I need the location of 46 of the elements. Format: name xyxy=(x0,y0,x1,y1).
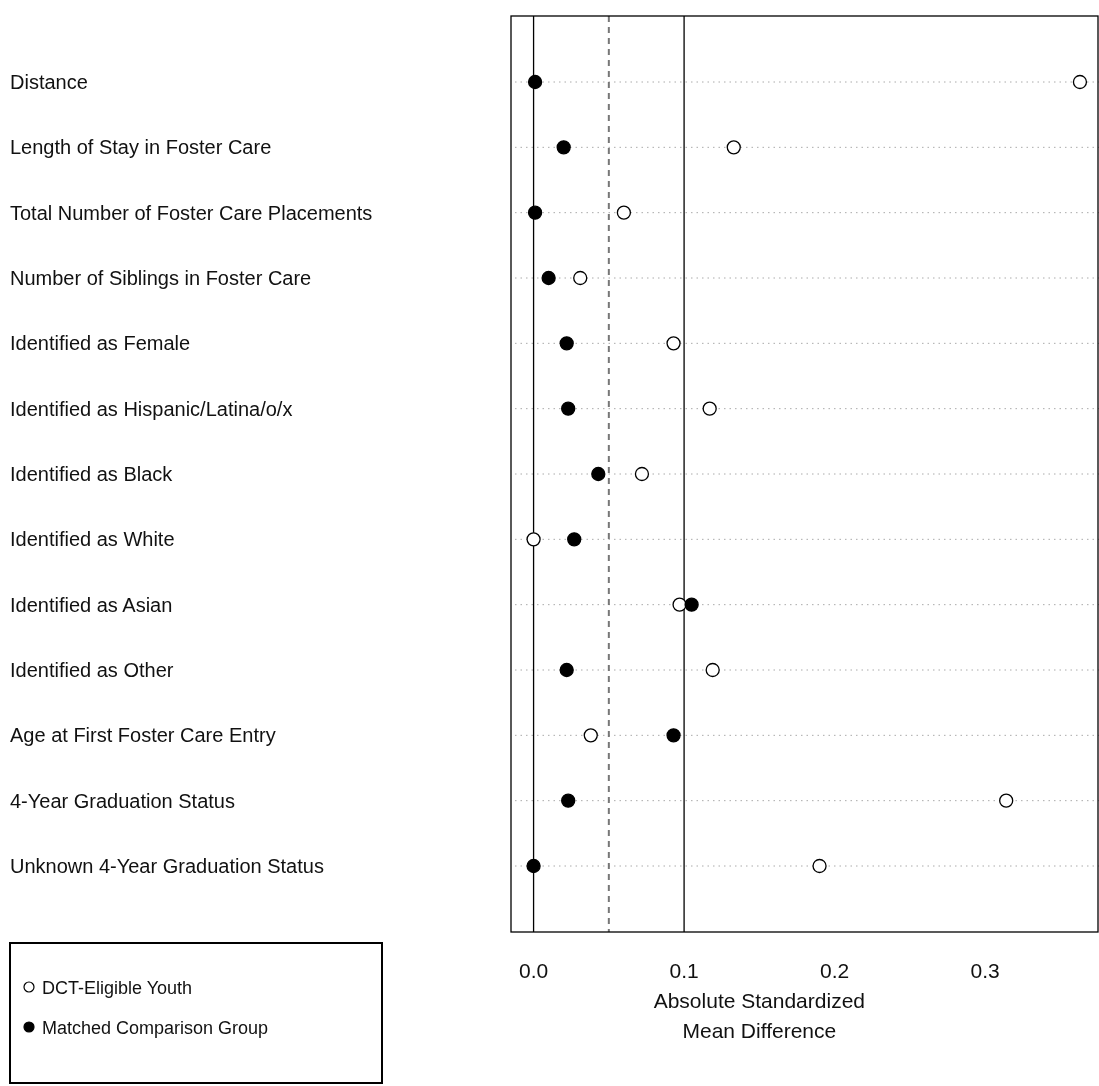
point xyxy=(556,140,571,155)
y-tick-label: Number of Siblings in Foster Care xyxy=(10,267,312,289)
point xyxy=(666,336,681,351)
point xyxy=(666,728,681,743)
point xyxy=(559,336,574,351)
y-tick-label: Length of Stay in Foster Care xyxy=(10,136,272,159)
y-tick-label: Identified as Female xyxy=(10,332,191,355)
y-tick-label: Identified as Hispanic/Latina/o/x xyxy=(10,397,293,420)
y-tick-label: Identified as Other xyxy=(10,659,174,681)
point xyxy=(583,728,598,743)
point xyxy=(561,793,576,808)
point xyxy=(634,466,650,482)
point xyxy=(526,858,541,874)
point xyxy=(999,793,1014,808)
y-tick-label: Age at First Foster Care Entry xyxy=(10,724,276,747)
point xyxy=(812,858,827,874)
y-tick-label: Unknown 4-Year Graduation Status xyxy=(10,855,324,877)
point xyxy=(684,597,699,612)
point xyxy=(527,74,543,90)
x-tick-label: 0.0 xyxy=(518,959,549,982)
point xyxy=(559,662,574,678)
point xyxy=(561,401,576,416)
x-axis-title: Absolute Standardized Mean Difference xyxy=(653,989,865,1042)
point xyxy=(616,205,632,220)
legend-label: DCT-Eligible Youth xyxy=(42,978,193,998)
point xyxy=(672,597,687,612)
point xyxy=(591,466,606,482)
x-tick-label: 0.1 xyxy=(669,959,699,982)
point xyxy=(541,270,556,286)
point xyxy=(527,205,543,220)
point xyxy=(702,401,717,416)
y-tick-label: Distance xyxy=(10,71,88,93)
legend-label: Matched Comparison Group xyxy=(42,1018,269,1038)
y-tick-label: Identified as Black xyxy=(10,463,174,485)
y-tick-label: Identified as White xyxy=(10,528,175,551)
point xyxy=(705,662,720,678)
y-tick-label: Identified as Asian xyxy=(10,593,173,616)
point xyxy=(726,140,741,155)
x-tick-label: 0.3 xyxy=(970,959,1000,982)
point xyxy=(567,532,582,547)
point xyxy=(526,532,541,547)
point xyxy=(1072,74,1088,90)
y-tick-label: Total Number of Foster Care Placements xyxy=(10,201,373,224)
y-tick-label: 4-Year Graduation Status xyxy=(10,789,235,812)
point xyxy=(573,270,588,286)
x-tick-label: 0.2 xyxy=(820,959,850,982)
